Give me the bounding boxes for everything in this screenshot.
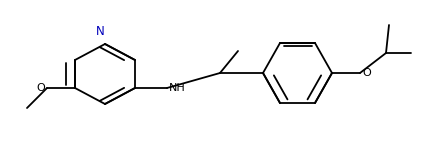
Text: O: O [36,83,45,93]
Text: N: N [96,25,104,38]
Text: NH: NH [169,83,186,93]
Text: O: O [362,68,371,78]
